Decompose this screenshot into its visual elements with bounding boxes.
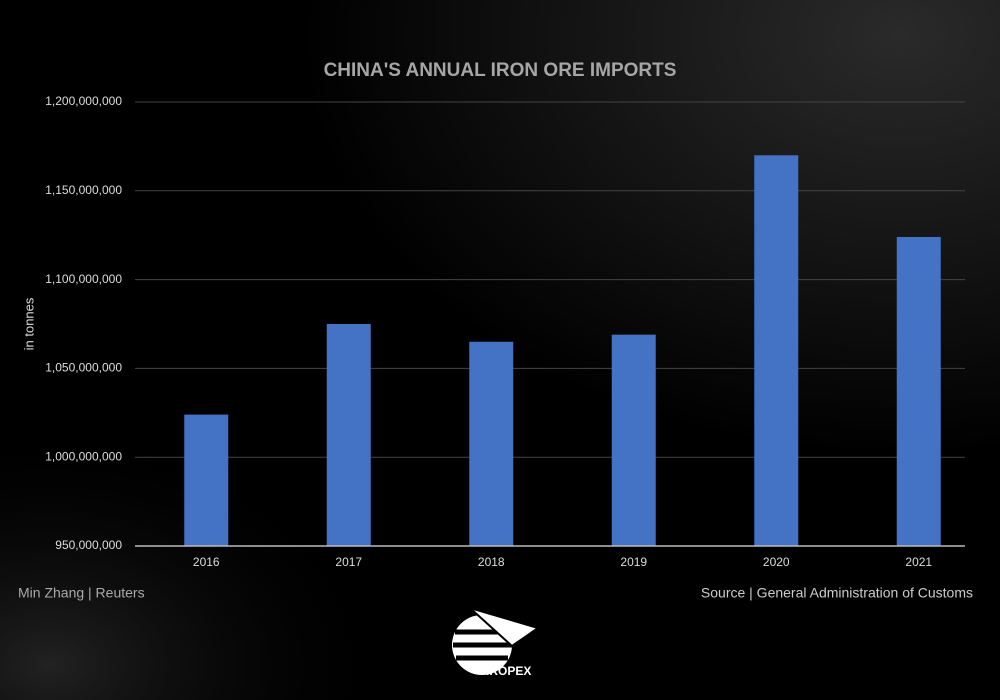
y-tick-label: 1,200,000,000: [45, 94, 122, 108]
logo-text: IROPEX: [486, 664, 531, 678]
y-tick-label: 950,000,000: [55, 538, 122, 552]
y-tick-label: 1,050,000,000: [45, 361, 122, 375]
x-tick-label: 2017: [335, 555, 362, 569]
bar: [611, 334, 656, 546]
y-axis-label: in tonnes: [21, 297, 36, 350]
bar: [469, 341, 514, 546]
x-tick-label: 2016: [193, 555, 220, 569]
x-tick-label: 2021: [905, 555, 932, 569]
bar: [896, 236, 941, 546]
x-tick-label: 2019: [620, 555, 647, 569]
y-tick-label: 1,100,000,000: [45, 272, 122, 286]
chart-title: CHINA'S ANNUAL IRON ORE IMPORTS: [324, 60, 677, 81]
y-tick-label: 1,150,000,000: [45, 183, 122, 197]
author: Min Zhang | Reuters: [18, 585, 145, 601]
source: Source | General Administration of Custo…: [701, 585, 973, 601]
bar: [326, 324, 371, 546]
y-tick-label: 1,000,000,000: [45, 449, 122, 463]
x-tick-label: 2018: [478, 555, 505, 569]
x-tick-label: 2020: [763, 555, 790, 569]
logo: IROPEX: [452, 607, 541, 678]
bar: [184, 414, 229, 546]
bar: [754, 155, 799, 546]
logo-arrow: [469, 607, 541, 648]
